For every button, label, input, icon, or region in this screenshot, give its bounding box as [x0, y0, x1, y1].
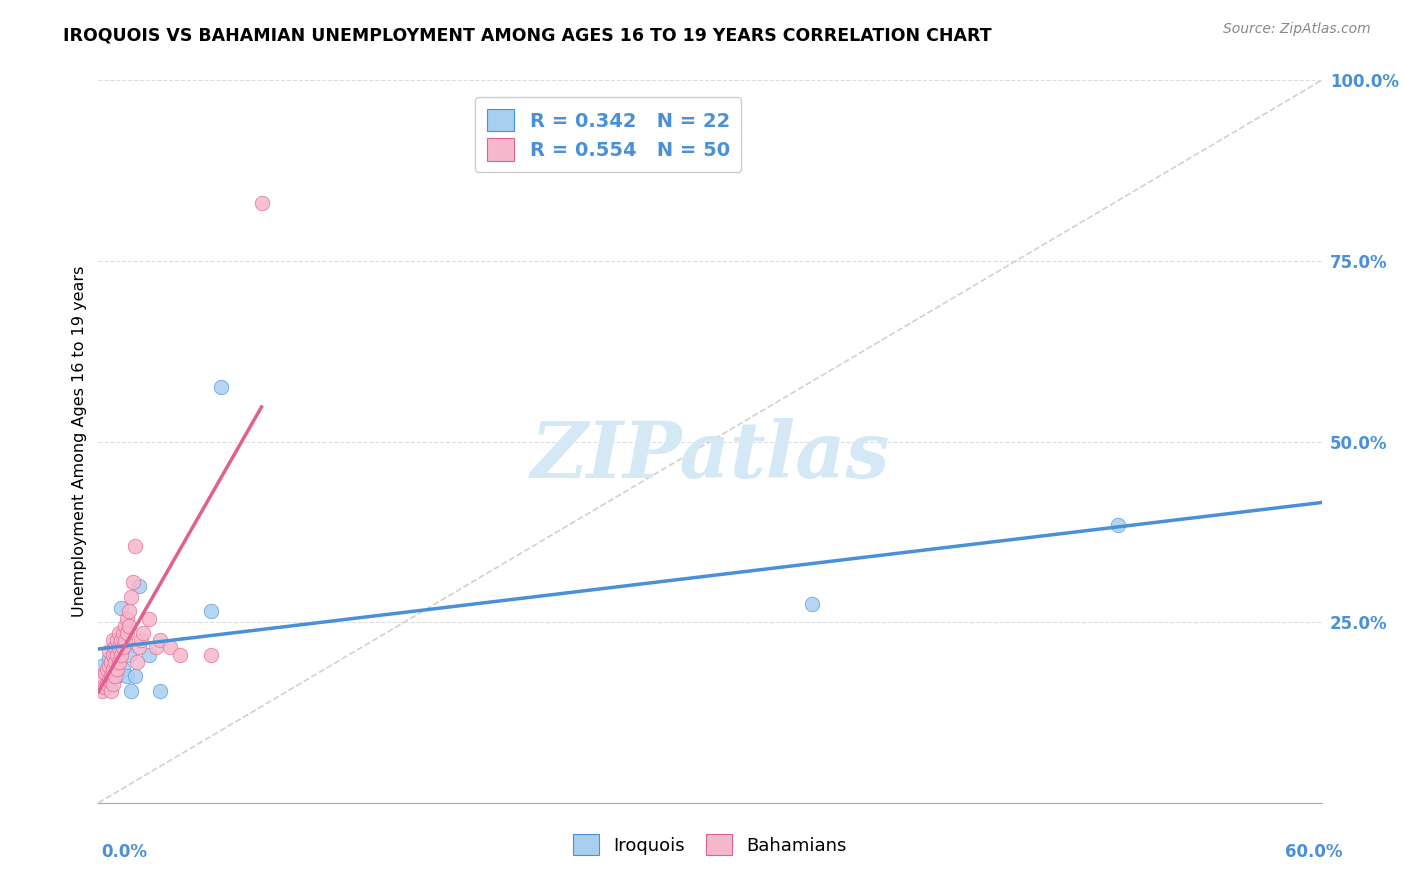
Point — [118, 619, 141, 633]
Point — [801, 597, 824, 611]
Text: ZIPatlas: ZIPatlas — [530, 417, 890, 494]
Point — [124, 669, 146, 683]
Point — [120, 590, 142, 604]
Text: 60.0%: 60.0% — [1285, 843, 1343, 861]
Point — [101, 676, 124, 690]
Text: Source: ZipAtlas.com: Source: ZipAtlas.com — [1223, 22, 1371, 37]
Point — [149, 633, 172, 648]
Point — [93, 680, 115, 694]
Point — [105, 669, 128, 683]
Point — [91, 669, 114, 683]
Point — [200, 604, 222, 618]
Point — [101, 644, 124, 658]
Point — [110, 648, 132, 662]
Point — [138, 611, 160, 625]
Point — [115, 669, 138, 683]
Point — [96, 669, 118, 683]
Point — [159, 640, 181, 655]
Point — [124, 539, 146, 553]
Point — [97, 673, 120, 687]
Point — [138, 648, 160, 662]
Point — [118, 604, 141, 618]
Point — [250, 196, 273, 211]
Point — [108, 640, 131, 655]
Point — [91, 683, 114, 698]
Point — [200, 648, 222, 662]
Point — [97, 644, 120, 658]
Text: IROQUOIS VS BAHAMIAN UNEMPLOYMENT AMONG AGES 16 TO 19 YEARS CORRELATION CHART: IROQUOIS VS BAHAMIAN UNEMPLOYMENT AMONG … — [63, 27, 991, 45]
Point — [111, 626, 134, 640]
Point — [97, 651, 120, 665]
Point — [114, 619, 136, 633]
Point — [104, 640, 127, 655]
Point — [114, 640, 136, 655]
Point — [97, 658, 120, 673]
Point — [120, 683, 142, 698]
Point — [132, 626, 155, 640]
Point — [169, 648, 191, 662]
Point — [108, 626, 131, 640]
Point — [209, 380, 232, 394]
Point — [127, 655, 149, 669]
Point — [100, 662, 122, 676]
Point — [96, 662, 118, 676]
Point — [108, 655, 131, 669]
Point — [100, 655, 122, 669]
Point — [89, 680, 111, 694]
Point — [96, 676, 118, 690]
Point — [129, 633, 152, 648]
Point — [101, 662, 124, 676]
Point — [108, 637, 131, 651]
Point — [145, 640, 167, 655]
Point — [104, 658, 127, 673]
Point — [110, 633, 132, 648]
Point — [100, 683, 122, 698]
Point — [128, 579, 150, 593]
Point — [115, 626, 138, 640]
Point — [111, 662, 134, 676]
Point — [91, 658, 114, 673]
Point — [101, 633, 124, 648]
Point — [101, 648, 124, 662]
Point — [104, 655, 127, 669]
Point — [114, 633, 136, 648]
Point — [110, 600, 132, 615]
Point — [1107, 517, 1129, 532]
Point — [100, 669, 122, 683]
Point — [149, 683, 172, 698]
Text: 0.0%: 0.0% — [101, 843, 148, 861]
Point — [122, 575, 145, 590]
Point — [118, 648, 141, 662]
Point — [111, 640, 134, 655]
Point — [115, 611, 138, 625]
Legend: Iroquois, Bahamians: Iroquois, Bahamians — [562, 823, 858, 866]
Point — [105, 648, 128, 662]
Y-axis label: Unemployment Among Ages 16 to 19 years: Unemployment Among Ages 16 to 19 years — [72, 266, 87, 617]
Point — [128, 640, 150, 655]
Point — [105, 633, 128, 648]
Point — [104, 669, 127, 683]
Point — [93, 665, 115, 680]
Point — [105, 662, 128, 676]
